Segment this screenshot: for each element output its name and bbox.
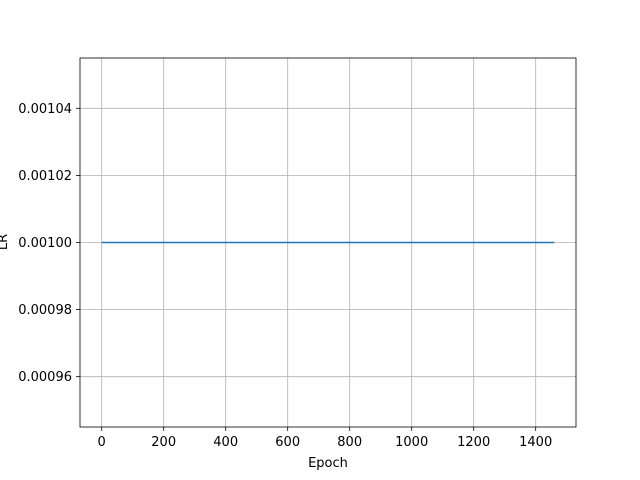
- x-tick-label: 600: [275, 435, 300, 450]
- y-axis-label: LR: [0, 234, 11, 250]
- x-tick-label: 800: [337, 435, 362, 450]
- y-tick-label: 0.00098: [18, 303, 72, 318]
- y-tick-label: 0.00100: [18, 236, 72, 251]
- x-tick-label: 1000: [395, 435, 428, 450]
- y-axis-ticks: 0.00096 0.00098 0.00100 0.00102 0.00104: [18, 102, 80, 385]
- x-tick-label: 200: [151, 435, 176, 450]
- y-tick-label: 0.00102: [18, 169, 72, 184]
- x-tick-label: 1200: [457, 435, 490, 450]
- x-tick-label: 0: [98, 435, 106, 450]
- x-tick-label: 400: [213, 435, 238, 450]
- y-tick-label: 0.00104: [18, 102, 72, 117]
- x-axis-ticks: 0 200 400 600 800 1000 1200 1400: [98, 427, 552, 450]
- y-tick-label: 0.00096: [18, 370, 72, 385]
- x-axis-label: Epoch: [308, 456, 348, 471]
- x-tick-label: 1400: [519, 435, 552, 450]
